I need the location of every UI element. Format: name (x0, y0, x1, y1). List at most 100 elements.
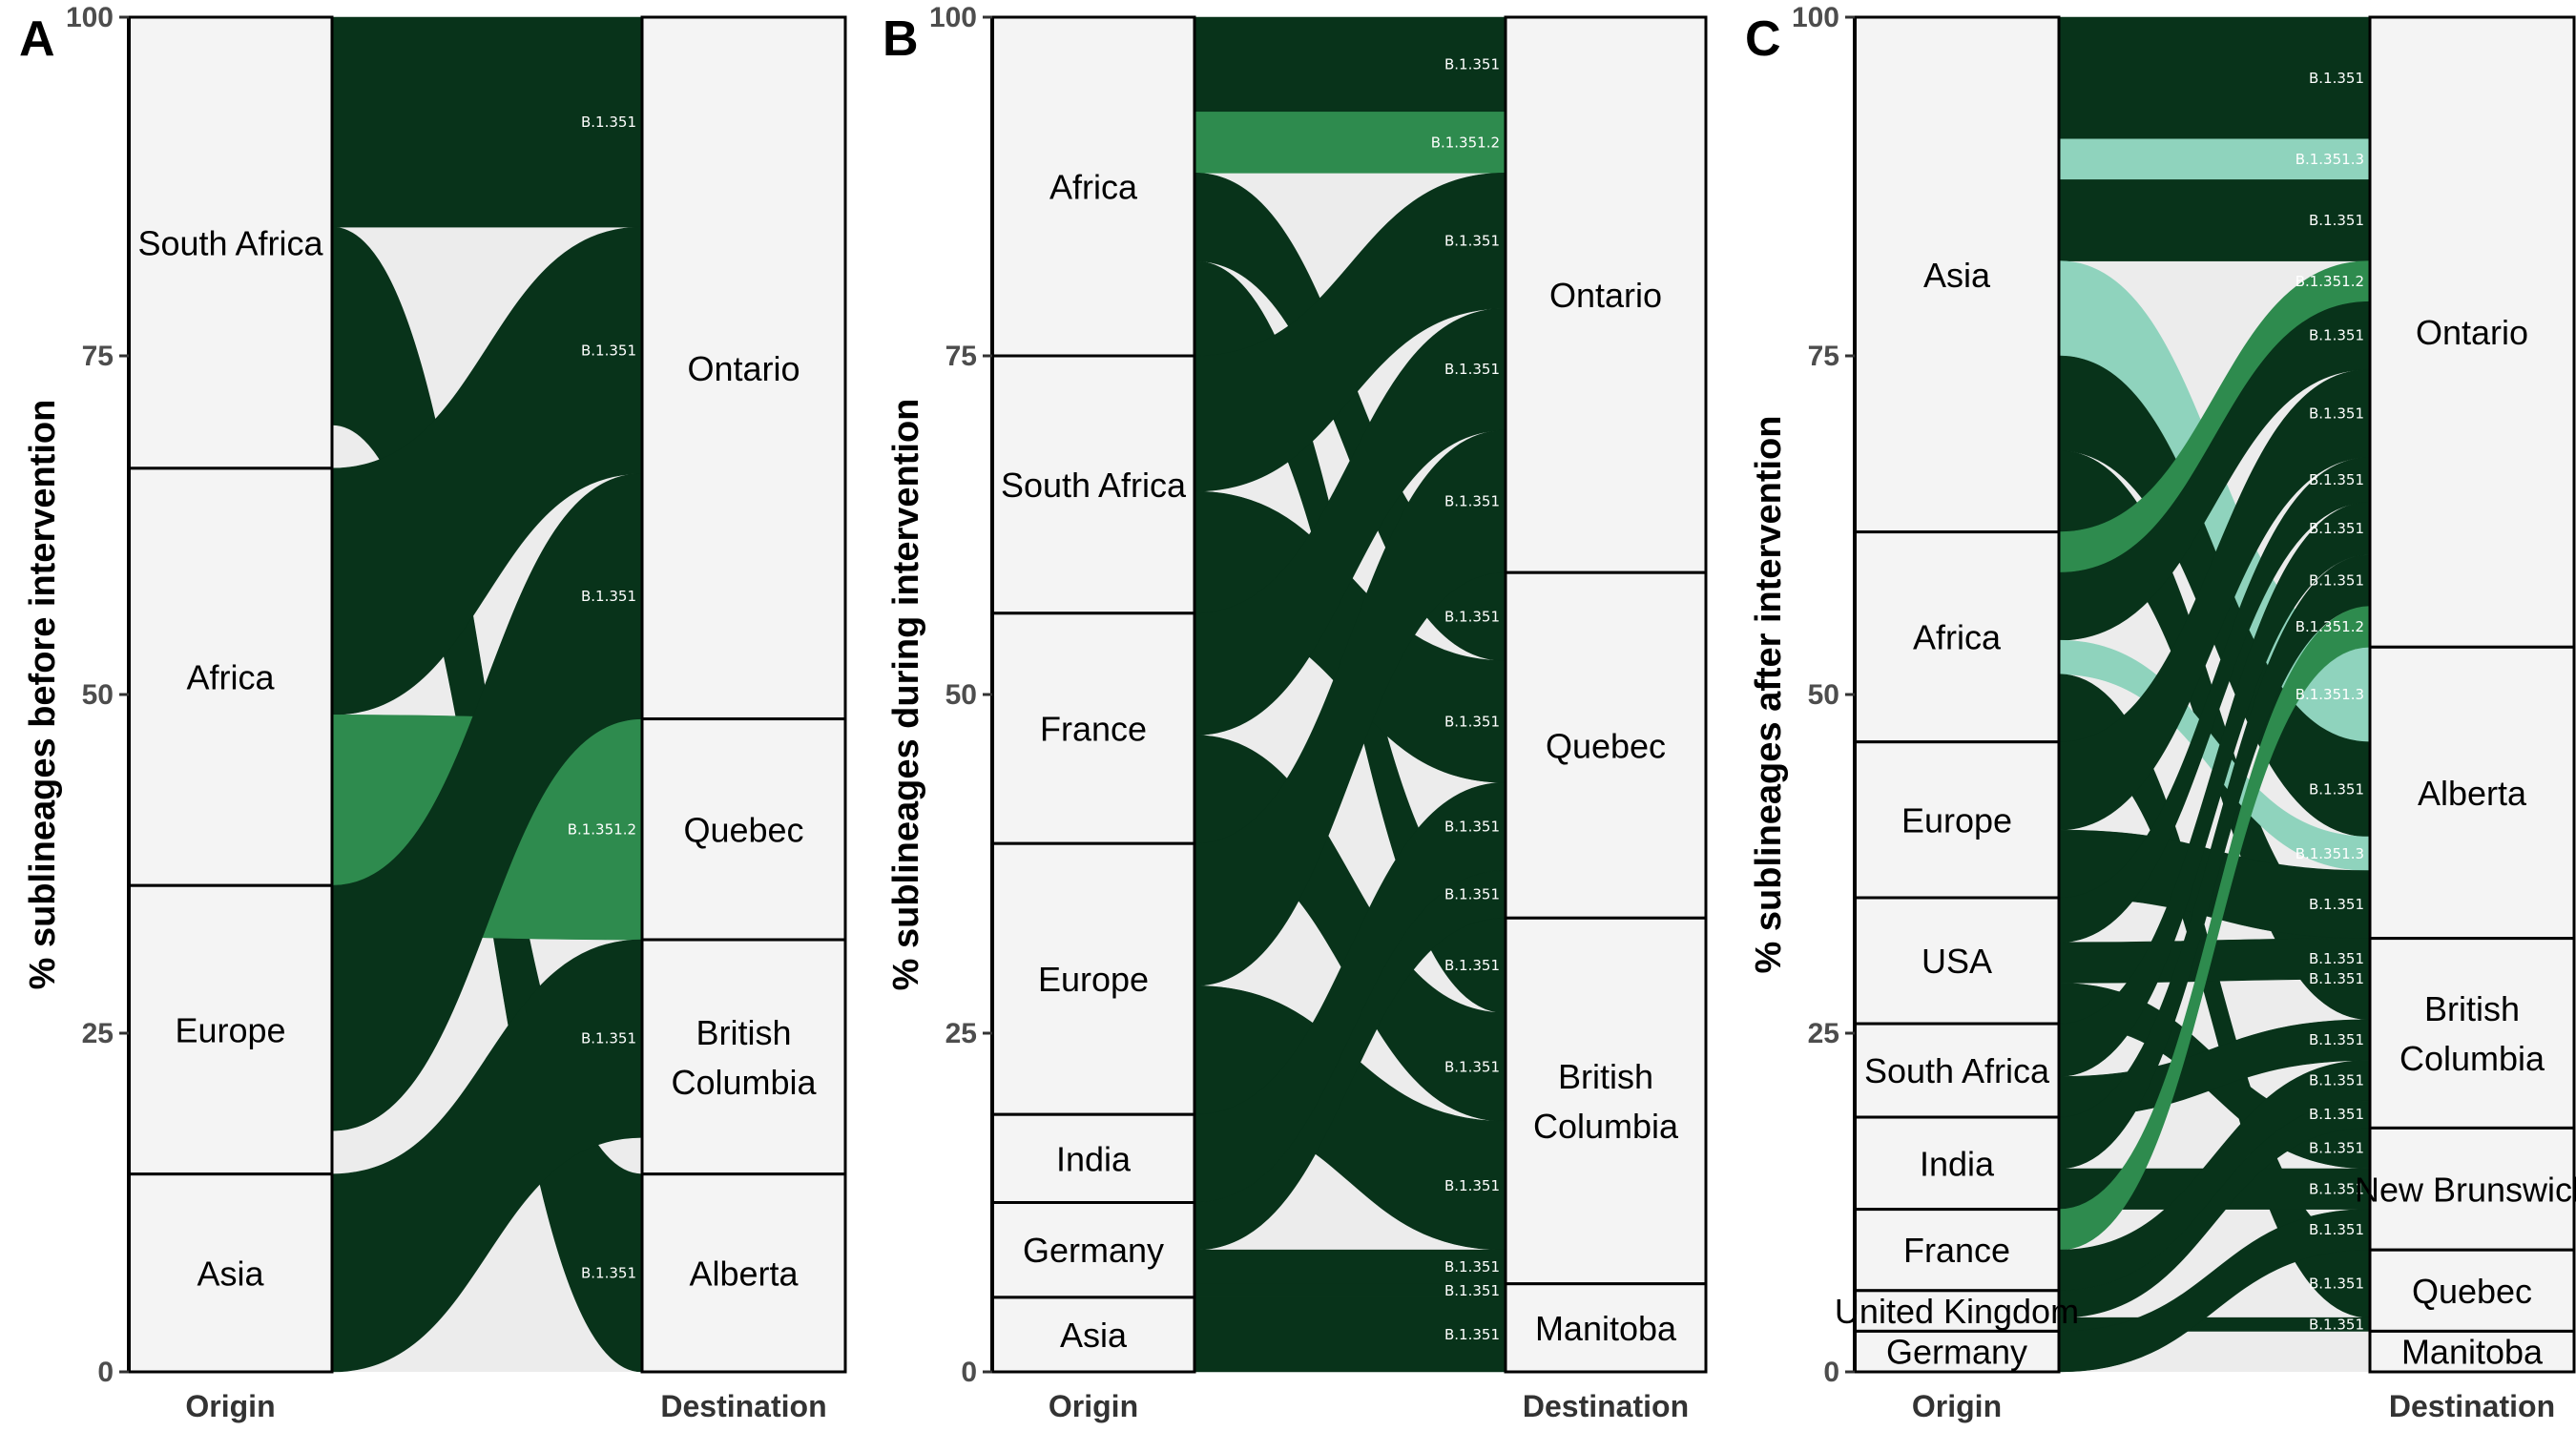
flow-label: B.1.351 (2309, 896, 2364, 913)
origin-stratum-label: Africa (1049, 168, 1138, 207)
origin-stratum-label: Europe (1901, 800, 2012, 840)
origin-stratum-label: Europe (1038, 960, 1149, 999)
origin-stratum-label: South Africa (137, 223, 323, 262)
flow-label: B.1.351 (581, 588, 636, 605)
flow-label: B.1.351 (581, 114, 636, 131)
origin-stratum (990, 841, 1196, 1116)
destination-stratum (2368, 937, 2576, 1130)
y-tick-label: 100 (66, 2, 114, 33)
flow-label: B.1.351.2 (2296, 273, 2364, 290)
flow-label: B.1.351 (2309, 572, 2364, 590)
flow-label: B.1.351.3 (2296, 151, 2364, 168)
flow-label: B.1.351 (1444, 885, 1500, 902)
flow-label: B.1.351 (1444, 56, 1500, 73)
origin-stratum (990, 612, 1196, 845)
x-label-destination: Destination (660, 1389, 826, 1423)
destination-stratum-label: Quebec (1546, 726, 1666, 765)
flow-label: B.1.351 (2309, 950, 2364, 967)
flow-label: B.1.351 (1444, 608, 1500, 625)
panel-letter: A (19, 11, 55, 67)
flow-label: B.1.351 (1444, 1059, 1500, 1076)
flow-label: B.1.351 (1444, 361, 1500, 378)
flow-label: B.1.351.2 (568, 820, 636, 838)
flow-label: B.1.351 (1444, 957, 1500, 974)
flow-label: B.1.351.2 (2296, 618, 2364, 635)
y-tick-label: 25 (1808, 1018, 1839, 1049)
flow-label: B.1.351 (2309, 1106, 2364, 1123)
origin-stratum (1853, 1289, 2061, 1333)
flow-label: B.1.351 (581, 1264, 636, 1281)
flow-label: B.1.351 (2309, 1221, 2364, 1238)
flows (2058, 16, 2371, 1373)
destination-stratum-label: British (696, 1013, 791, 1052)
origin-stratum (1853, 1329, 2061, 1374)
origin-stratum-label: South Africa (1864, 1051, 2050, 1090)
flow-label: B.1.351 (2309, 520, 2364, 537)
y-tick-label: 50 (1808, 679, 1839, 711)
destination-stratum (2368, 1248, 2576, 1333)
y-axis-title: % sublineages before intervention (23, 400, 63, 990)
destination-stratum-label: Columbia (671, 1063, 817, 1102)
y-tick-label: 0 (1823, 1357, 1839, 1388)
flow-label: B.1.351 (2309, 471, 2364, 488)
origin-stratum-label: India (1056, 1139, 1132, 1178)
flow-label: B.1.351 (2309, 1031, 2364, 1048)
y-tick-label: 50 (82, 679, 114, 711)
origin-stratum-label: USA (1922, 942, 1992, 981)
y-tick-label: 0 (961, 1357, 977, 1388)
origin-stratum (990, 1296, 1196, 1374)
y-tick-label: 100 (1792, 2, 1839, 33)
destination-stratum (2368, 1329, 2576, 1374)
destination-stratum-label: Columbia (1533, 1107, 1679, 1146)
flow-label: B.1.351 (1444, 493, 1500, 510)
destination-stratum (2368, 645, 2576, 941)
flow-label: B.1.351 (2309, 327, 2364, 344)
y-tick-label: 50 (945, 679, 977, 711)
panel-letter: C (1745, 11, 1781, 67)
origin-stratum (1853, 15, 2061, 534)
destination-stratum (2368, 15, 2576, 649)
flow-label: B.1.351 (2309, 70, 2364, 87)
destination-stratum (640, 1172, 847, 1374)
destination-stratum-label: Quebec (2412, 1272, 2532, 1311)
origin-stratum (127, 15, 334, 470)
origin-stratum-label: India (1920, 1144, 1995, 1183)
origin-stratum-label: Africa (186, 658, 275, 697)
destination-stratum-label: Manitoba (1535, 1309, 1677, 1348)
x-label-destination: Destination (1523, 1389, 1689, 1423)
origin-stratum-label: United Kingdom (1835, 1292, 2079, 1331)
flow-label: B.1.351 (1444, 1177, 1500, 1194)
origin-stratum-label: South Africa (1001, 466, 1187, 505)
y-tick-label: 0 (97, 1357, 114, 1388)
destination-stratum (1504, 1282, 1708, 1374)
origin-stratum-label: France (1040, 710, 1147, 749)
origin-stratum-label: Asia (1923, 256, 1991, 295)
origin-stratum-label: Asia (197, 1254, 264, 1293)
destination-stratum-label: British (1558, 1057, 1653, 1096)
flow-label: B.1.351 (1444, 1258, 1500, 1275)
y-tick-label: 25 (945, 1018, 977, 1049)
flow-label: B.1.351.3 (2296, 845, 2364, 862)
flow-label: B.1.351 (1444, 232, 1500, 249)
flows (331, 16, 643, 1373)
destination-stratum (640, 717, 847, 942)
flow-label: B.1.351 (2309, 1316, 2364, 1333)
destination-stratum (1504, 15, 1708, 574)
origin-stratum-label: Asia (1060, 1316, 1128, 1355)
flow-label: B.1.351 (2309, 1180, 2364, 1197)
destination-stratum-label: Ontario (687, 349, 800, 388)
x-label-origin: Origin (185, 1389, 275, 1423)
destination-stratum-label: Quebec (683, 810, 803, 849)
destination-stratum (1504, 916, 1708, 1286)
flow-label: B.1.351 (2309, 1140, 2364, 1157)
x-label-destination: Destination (2389, 1389, 2555, 1423)
origin-stratum-label: Africa (1913, 618, 2002, 657)
x-label-origin: Origin (1912, 1389, 2002, 1423)
flow-label: B.1.351 (1444, 1282, 1500, 1299)
y-tick-label: 100 (929, 2, 977, 33)
flow-label: B.1.351 (1444, 818, 1500, 835)
y-tick-label: 75 (1808, 341, 1839, 372)
destination-stratum (2368, 1126, 2576, 1252)
flows (1194, 16, 1506, 1373)
